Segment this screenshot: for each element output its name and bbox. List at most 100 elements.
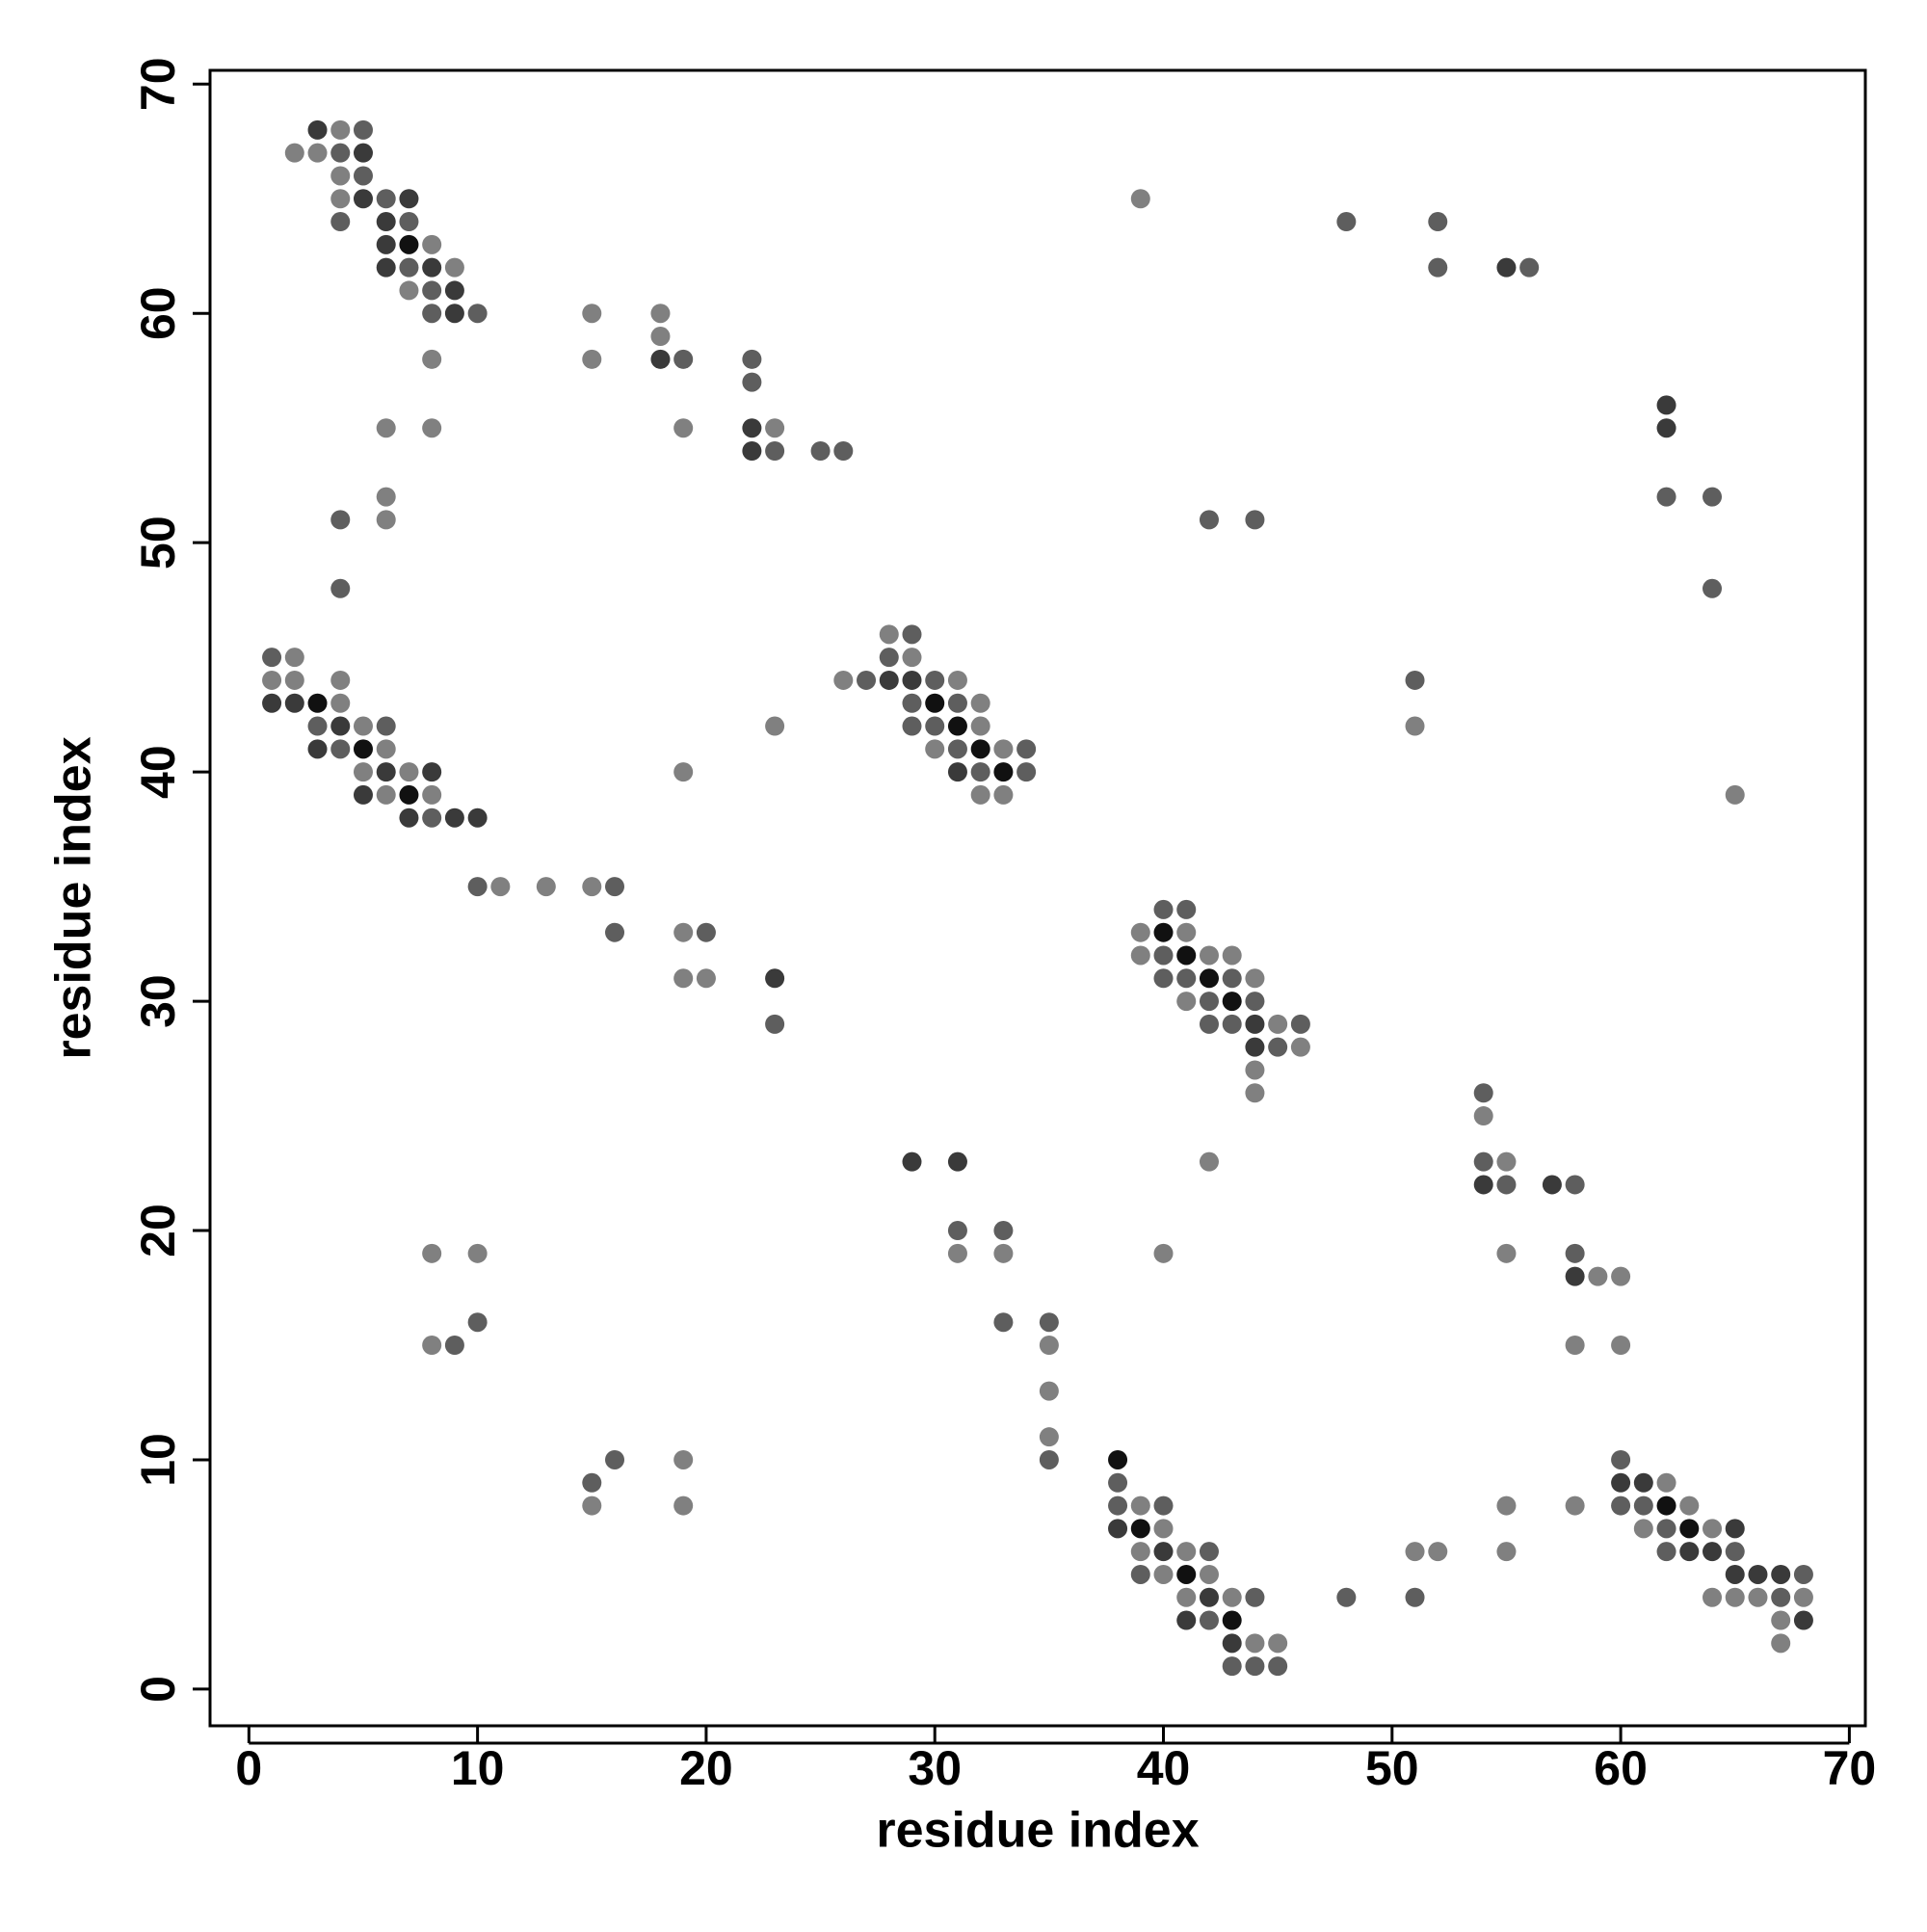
- point: [1656, 487, 1676, 507]
- point: [376, 212, 396, 232]
- point: [1176, 922, 1197, 942]
- point: [1130, 922, 1150, 942]
- point: [1153, 1243, 1174, 1263]
- point: [1130, 945, 1150, 966]
- point: [1153, 1564, 1174, 1584]
- point: [925, 670, 945, 690]
- point: [1108, 1495, 1128, 1516]
- point: [1245, 1037, 1265, 1057]
- point: [1108, 1519, 1128, 1539]
- point: [833, 440, 854, 461]
- point: [673, 762, 694, 782]
- point: [422, 234, 442, 254]
- point: [376, 510, 396, 530]
- point: [284, 143, 304, 163]
- point: [330, 189, 351, 209]
- point: [650, 304, 671, 324]
- point: [993, 1312, 1014, 1333]
- point: [330, 119, 351, 140]
- point: [307, 143, 328, 163]
- point: [1496, 257, 1517, 278]
- point: [970, 739, 990, 759]
- point: [467, 304, 488, 324]
- point: [1679, 1495, 1700, 1516]
- point: [1245, 1656, 1265, 1677]
- y-tick-label: 50: [131, 516, 185, 569]
- point: [1656, 1519, 1676, 1539]
- point: [1725, 1564, 1745, 1584]
- point: [1245, 1014, 1265, 1034]
- point: [330, 578, 351, 598]
- point: [1199, 1564, 1219, 1584]
- point: [765, 716, 785, 736]
- point: [1222, 945, 1242, 966]
- point: [833, 670, 854, 690]
- point: [1496, 1175, 1517, 1195]
- point: [1703, 578, 1723, 598]
- x-tick-label: 10: [451, 1741, 505, 1795]
- point: [1725, 1519, 1745, 1539]
- point: [902, 670, 922, 690]
- point: [1176, 968, 1197, 989]
- point: [925, 693, 945, 713]
- point: [902, 624, 922, 645]
- point: [1290, 1037, 1310, 1057]
- point: [1176, 992, 1197, 1012]
- point: [1108, 1449, 1128, 1469]
- point: [399, 807, 419, 828]
- point: [1222, 1633, 1242, 1654]
- point: [1405, 670, 1425, 690]
- point: [422, 762, 442, 782]
- point: [444, 280, 464, 301]
- point: [970, 693, 990, 713]
- point: [582, 877, 602, 897]
- x-axis-label: residue index: [876, 1803, 1199, 1859]
- point: [1245, 992, 1265, 1012]
- point: [330, 716, 351, 736]
- point: [1565, 1495, 1585, 1516]
- point: [422, 1336, 442, 1356]
- point: [1153, 945, 1174, 966]
- point: [422, 1243, 442, 1263]
- point: [307, 119, 328, 140]
- point: [582, 304, 602, 324]
- point: [605, 922, 625, 942]
- point: [605, 1449, 625, 1469]
- point: [1496, 1542, 1517, 1562]
- point: [1611, 1495, 1631, 1516]
- point: [970, 762, 990, 782]
- y-axis-label: residue index: [46, 736, 102, 1059]
- point: [353, 784, 373, 805]
- point: [1130, 189, 1150, 209]
- point: [696, 968, 716, 989]
- point: [947, 739, 967, 759]
- point: [422, 807, 442, 828]
- point: [1222, 1610, 1242, 1630]
- point: [947, 1243, 967, 1263]
- point: [1222, 968, 1242, 989]
- point: [490, 877, 511, 897]
- point: [902, 648, 922, 668]
- x-tick-label: 20: [679, 1741, 733, 1795]
- point: [1199, 1610, 1219, 1630]
- point: [947, 762, 967, 782]
- x-tick-label: 70: [1823, 1741, 1877, 1795]
- point: [1656, 1495, 1676, 1516]
- point: [422, 280, 442, 301]
- point: [1748, 1587, 1768, 1607]
- point: [467, 1312, 488, 1333]
- point: [993, 762, 1014, 782]
- point: [1496, 1495, 1517, 1516]
- point: [742, 440, 762, 461]
- point: [1199, 510, 1219, 530]
- point: [1245, 1083, 1265, 1103]
- point: [1016, 739, 1037, 759]
- point: [993, 1243, 1014, 1263]
- point: [444, 304, 464, 324]
- point: [1633, 1472, 1653, 1493]
- point: [1428, 1542, 1448, 1562]
- point: [1222, 992, 1242, 1012]
- point: [993, 784, 1014, 805]
- y-tick-label: 40: [131, 745, 185, 799]
- point: [307, 693, 328, 713]
